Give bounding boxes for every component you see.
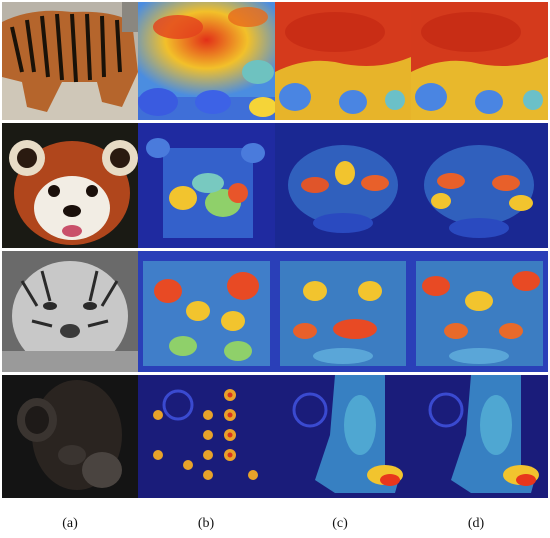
row3-original-image [2,251,138,372]
row2-original-image [2,123,138,248]
row3-heatmap-c [275,251,411,372]
caption-c: (c) [332,516,348,531]
row2-heatmap-b [138,123,275,248]
row1-original-image [2,2,138,120]
row1-heatmap-b [138,2,275,120]
row2-heatmap-d [411,123,548,248]
row3-heatmap-b [138,251,275,372]
row4-heatmap-d [411,375,548,498]
row3-heatmap-d [411,251,548,372]
row4-heatmap-b [138,375,275,498]
row4-original-image [2,375,138,498]
row4-heatmap-c [275,375,411,498]
caption-b: (b) [197,516,215,531]
row1-heatmap-d [411,2,548,120]
caption-d: (d) [467,516,485,531]
row1-heatmap-c [275,2,411,120]
image-grid [2,2,548,498]
caption-a: (a) [62,516,78,531]
row2-heatmap-c [275,123,411,248]
